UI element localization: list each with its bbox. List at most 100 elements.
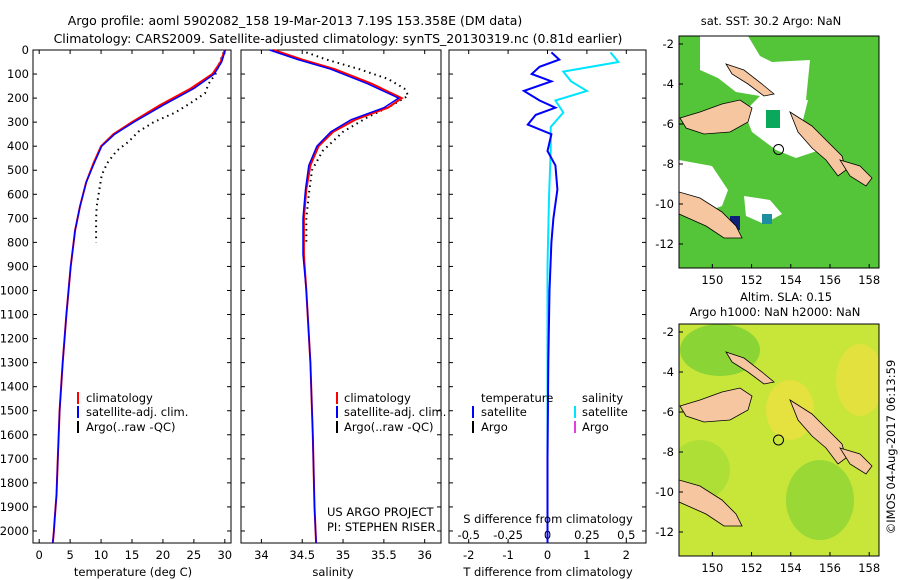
sst-teal-patch: [762, 214, 772, 224]
depth-tick-label: 1800: [0, 476, 29, 490]
legend-heading-temperature: temperature: [481, 391, 553, 405]
sla-map-subtitle: Argo h1000: NaN h2000: NaN: [690, 305, 861, 319]
sst-missing-data-central: [744, 96, 820, 158]
argo-salinity-line: [305, 51, 410, 243]
legend-label-s-satellite: satellite: [582, 405, 628, 419]
sst-missing-data-north: [700, 36, 810, 112]
temperature-axis-ticks: 0 5 10 15 20 25 30: [36, 50, 232, 562]
longitude-tick-label: 152: [741, 561, 763, 575]
legend-label-argo: Argo(..raw -QC): [344, 420, 434, 434]
depth-tick-label: 1600: [0, 428, 29, 442]
t-difference-tick-label: -2: [463, 548, 474, 562]
s-difference-tick-label: -0.5: [457, 528, 479, 542]
sla-map-field: [679, 324, 879, 556]
sla-map-panel: Altim. SLA: 0.15 Argo h1000: NaN h2000: …: [655, 290, 880, 575]
legend-label-t-satellite: satellite: [481, 405, 527, 419]
salinity-tick-label: 35.5: [371, 548, 397, 562]
depth-tick-label: 1700: [0, 452, 29, 466]
sst-map-field: [679, 36, 879, 268]
difference-profile-lines: [521, 51, 621, 543]
sla-profile-location-marker: [773, 434, 784, 446]
latitude-tick-label: -6: [663, 117, 674, 131]
salinity-plot-frame: [240, 49, 442, 544]
legend-label-s-argo: Argo: [582, 420, 609, 434]
figure-title-line1: Argo profile: aoml 5902082_158 19-Mar-20…: [68, 13, 522, 28]
salinity-tick-label: 36: [417, 548, 432, 562]
sst-missing-data-south: [744, 196, 782, 224]
legend-heading-salinity: salinity: [582, 391, 623, 405]
temperature-tick-label: 15: [125, 548, 140, 562]
temperature-legend: climatology satellite-adj. clim. Argo(..…: [77, 391, 188, 434]
sla-map-title: Altim. SLA: 0.15: [740, 290, 832, 304]
depth-tick-label: 100: [7, 67, 29, 81]
depth-tick-label: 1500: [0, 404, 29, 418]
temperature-tick-label: 30: [217, 548, 232, 562]
s-difference-tick-label: -0.25: [493, 528, 523, 542]
depth-tick-label: 0: [22, 43, 29, 57]
longitude-tick-label: 152: [741, 273, 763, 287]
depth-tick-label: 1000: [0, 283, 29, 297]
temperature-plot-frame: [32, 49, 232, 544]
salinity-axis-label: salinity: [312, 565, 353, 579]
sst-map-title: sat. SST: 30.2 Argo: NaN: [701, 14, 842, 28]
latitude-tick-label: -12: [655, 237, 674, 251]
sla-map-ticks: 150 152 154 156 158 -2 -4 -6 -8 -10 -12: [655, 325, 880, 575]
new-britain-island: [679, 387, 753, 423]
depth-tick-label: 1200: [0, 332, 29, 346]
latitude-tick-label: -10: [655, 485, 674, 499]
southwest-land: [679, 479, 743, 527]
depth-tick-label: 200: [7, 91, 29, 105]
longitude-tick-label: 154: [780, 273, 802, 287]
depth-tick-label: 900: [7, 259, 29, 273]
temperature-difference-line: [521, 51, 562, 543]
s-difference-ticks: -0.5 -0.25 0 0.25 0.5: [457, 528, 635, 542]
depth-tick-label: 700: [7, 211, 29, 225]
salinity-tick-label: 34: [254, 548, 269, 562]
new-ireland-island: [725, 63, 775, 97]
latitude-tick-label: -4: [663, 365, 674, 379]
sst-map-frame: [678, 35, 880, 269]
depth-axis-ticks: 0 100 200 300 400 500 600 700 800 900 1000 1100 1200…: [0, 43, 231, 538]
difference-legend: temperature satellite Argo salinity sate…: [472, 391, 628, 434]
sst-map-panel: sat. SST: 30.2 Argo: NaN 150 152 154 156 158…: [655, 14, 880, 287]
temperature-profile-lines: [51, 49, 227, 544]
t-difference-tick-label: 1: [583, 548, 590, 562]
temperature-panel: 0100200300400500600700800900100011001200…: [0, 43, 232, 579]
latitude-tick-label: -4: [663, 77, 674, 91]
legend-label-climatology: climatology: [344, 391, 411, 405]
sst-cold-patch: [730, 216, 740, 230]
bougainville-island: [789, 398, 847, 465]
longitude-tick-label: 150: [701, 561, 723, 575]
latitude-tick-label: -2: [663, 325, 674, 339]
depth-tick-label: 600: [7, 187, 29, 201]
t-difference-tick-label: 2: [623, 548, 630, 562]
difference-panel: -2 -1 0 1 2 -0.5 -0.25 0 0.25 0.5 S difference f…: [448, 49, 647, 579]
salinity-profile-lines: [269, 49, 410, 544]
latitude-tick-label: -8: [663, 157, 674, 171]
temperature-tick-label: 25: [187, 548, 202, 562]
longitude-tick-label: 150: [701, 273, 723, 287]
longitude-tick-label: 156: [819, 273, 841, 287]
legend-label-satellite: satellite-adj. clim.: [86, 405, 188, 419]
choiseul-island: [839, 447, 873, 475]
legend-label-t-argo: Argo: [481, 420, 508, 434]
s-difference-axis-label: S difference from climatology: [463, 512, 633, 526]
salinity-axis-ticks: 34 34.5 35 35.5 36: [254, 50, 432, 562]
latitude-tick-label: -2: [663, 37, 674, 51]
depth-tick-label: 2000: [0, 524, 29, 538]
satellite-salinity-line: [269, 49, 401, 544]
s-difference-tick-label: 0.25: [574, 528, 600, 542]
latitude-tick-label: -6: [663, 405, 674, 419]
depth-tick-label: 1400: [0, 380, 29, 394]
depth-tick-label: 800: [7, 235, 29, 249]
longitude-tick-label: 154: [780, 561, 802, 575]
salinity-tick-label: 34.5: [289, 548, 315, 562]
temperature-tick-label: 20: [156, 548, 171, 562]
southwest-land: [679, 191, 743, 239]
legend-label-climatology: climatology: [86, 391, 153, 405]
t-difference-tick-label: 0: [544, 548, 551, 562]
temperature-tick-label: 5: [66, 548, 73, 562]
legend-label-satellite: satellite-adj. clim.: [344, 405, 446, 419]
salinity-panel: 34 34.5 35 35.5 36 salinity climatology sate…: [240, 49, 446, 579]
